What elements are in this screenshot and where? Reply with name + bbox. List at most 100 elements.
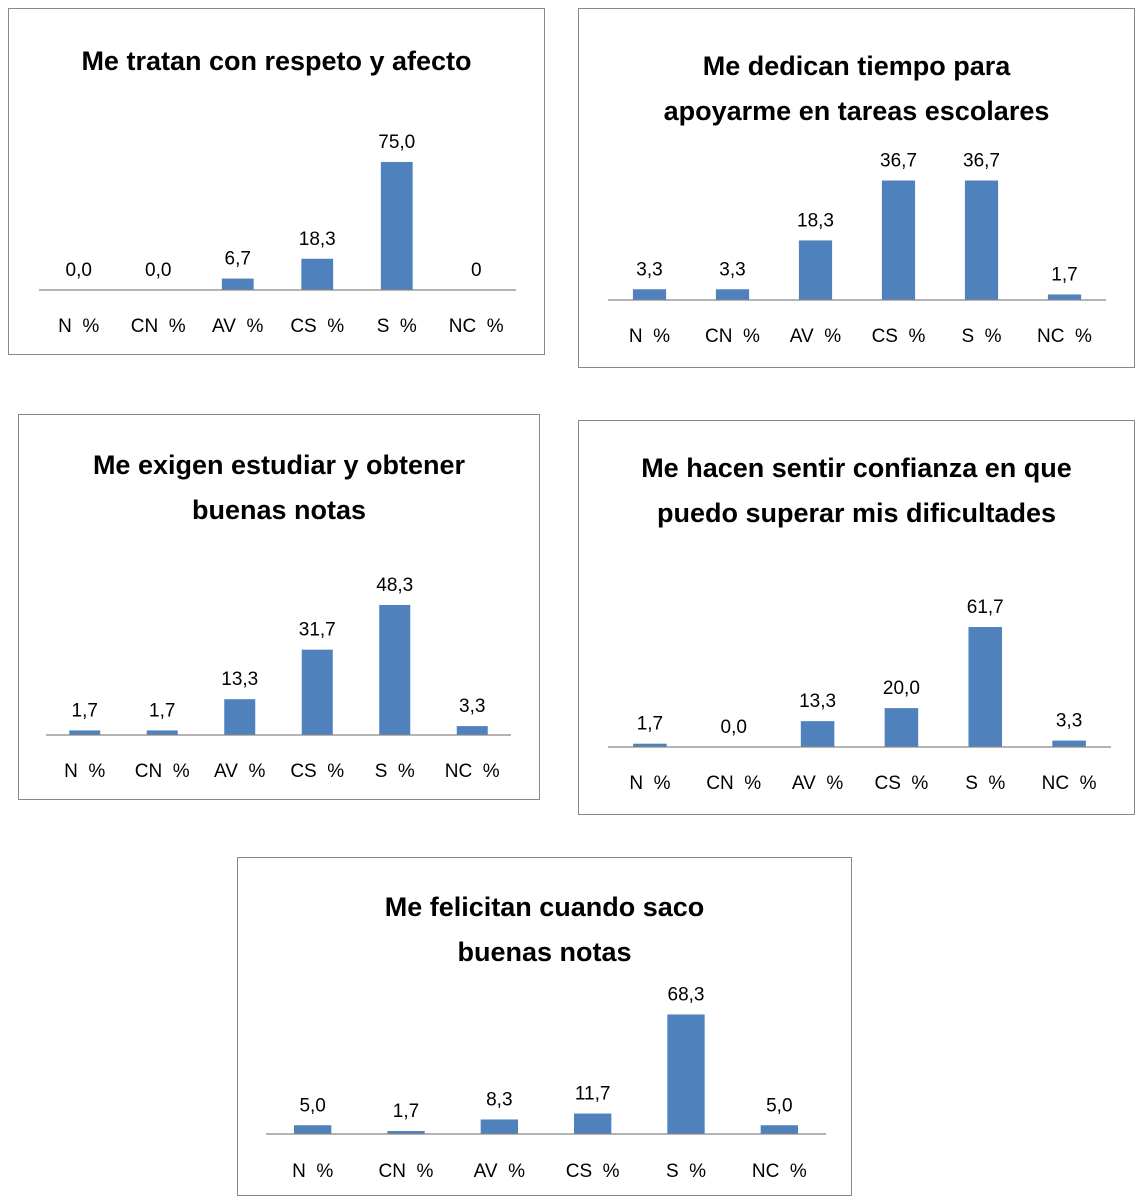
bar	[798, 240, 833, 300]
x-tick-label: NC %	[1037, 326, 1092, 347]
x-tick-label: NC %	[1042, 773, 1097, 794]
x-tick-label: CN %	[706, 773, 761, 794]
x-tick-label: N %	[58, 316, 99, 337]
data-label: 6,7	[225, 249, 251, 270]
chart: 3,3 N % 3,3 CN % 18,3 AV % 36,7 CS % 36,7 S % 1,7 N…	[608, 151, 1106, 347]
data-label: 1,7	[1051, 264, 1077, 285]
bar	[301, 649, 333, 735]
bar	[221, 278, 254, 290]
bar	[715, 289, 750, 300]
chart-title: Me felicitan cuando saco buenas notas	[384, 892, 705, 967]
data-label: 3,3	[719, 259, 745, 280]
chart-title: Me dedican tiempo para apoyarme en tarea…	[663, 51, 1050, 126]
chart-panel: Me hacen sentir confianza en que puedo s…	[578, 420, 1135, 815]
chart-panel: Me exigen estudiar y obtener buenas nota…	[18, 414, 540, 800]
x-tick-label: AV %	[792, 773, 843, 794]
bar	[667, 1014, 705, 1134]
x-tick-label: N %	[292, 1161, 333, 1182]
data-label: 68,3	[668, 984, 705, 1005]
x-tick-label: CS %	[290, 316, 344, 337]
x-tick-label: N %	[629, 773, 670, 794]
bar	[456, 726, 488, 735]
data-label: 0	[471, 260, 482, 281]
x-tick-label: CS %	[872, 326, 926, 347]
chart-panel: Me dedican tiempo para apoyarme en tarea…	[578, 8, 1135, 368]
x-tick-label: AV %	[474, 1161, 525, 1182]
data-label: 36,7	[963, 151, 1000, 172]
bar	[146, 730, 178, 735]
data-label: 31,7	[299, 620, 336, 641]
bar	[379, 604, 411, 735]
bar	[294, 1125, 332, 1134]
data-label: 1,7	[393, 1101, 419, 1122]
data-label: 18,3	[797, 210, 834, 231]
bar	[632, 289, 667, 300]
data-label: 3,3	[1056, 711, 1082, 732]
bar	[881, 180, 916, 300]
chart-panel: Me felicitan cuando saco buenas notas 5,0…	[237, 857, 852, 1196]
bar	[884, 708, 919, 747]
chart: 1,7 N % 1,7 CN % 13,3 AV % 31,7 CS % 48,3 S % 3,3 N…	[46, 575, 511, 782]
x-tick-label: AV %	[214, 761, 265, 782]
data-label: 5,0	[299, 1095, 325, 1116]
x-tick-label: CS %	[566, 1161, 620, 1182]
bar	[480, 1119, 518, 1134]
data-label: 48,3	[376, 575, 413, 596]
chart: 5,0 N % 1,7 CN % 8,3 AV % 11,7 CS % 68,3 S % 5,0 NC…	[266, 984, 826, 1182]
x-tick-label: S %	[965, 773, 1005, 794]
chart-title: Me tratan con respeto y afecto	[81, 46, 472, 76]
x-tick-label: N %	[64, 761, 105, 782]
data-label: 1,7	[149, 700, 175, 721]
bar	[633, 743, 667, 747]
x-tick-label: CN %	[379, 1161, 434, 1182]
data-label: 3,3	[459, 696, 485, 717]
data-label: 0,0	[721, 717, 747, 738]
data-label: 3,3	[636, 259, 662, 280]
x-tick-label: S %	[666, 1161, 706, 1182]
x-tick-label: NC %	[445, 761, 500, 782]
data-label: 1,7	[72, 700, 98, 721]
x-tick-label: CS %	[290, 761, 344, 782]
x-tick-label: CN %	[705, 326, 760, 347]
data-label: 5,0	[766, 1095, 792, 1116]
bar	[69, 730, 101, 735]
bar	[1047, 294, 1082, 300]
bar	[760, 1125, 798, 1134]
x-tick-label: AV %	[790, 326, 841, 347]
x-tick-label: S %	[377, 316, 417, 337]
x-tick-label: AV %	[212, 316, 263, 337]
bar	[964, 180, 999, 300]
chart-title: Me exigen estudiar y obtener buenas nota…	[92, 450, 466, 525]
data-label: 13,3	[221, 669, 258, 690]
chart-panel: Me tratan con respeto y afecto 0,0 N % 0,0 C…	[8, 8, 545, 355]
data-label: 0,0	[145, 260, 171, 281]
data-label: 13,3	[799, 691, 836, 712]
bar	[224, 699, 256, 735]
x-tick-label: CS %	[874, 773, 928, 794]
data-label: 18,3	[299, 229, 336, 250]
data-label: 8,3	[486, 1089, 512, 1110]
x-tick-label: NC %	[752, 1161, 807, 1182]
data-label: 75,0	[378, 132, 415, 153]
x-tick-label: NC %	[449, 316, 504, 337]
bar	[301, 258, 334, 290]
x-tick-label: CN %	[135, 761, 190, 782]
data-label: 61,7	[967, 597, 1004, 618]
chart: 0,0 N % 0,0 CN % 6,7 AV % 18,3 CS % 75,0 S % 0 NC %	[39, 132, 516, 337]
x-tick-label: S %	[375, 761, 415, 782]
data-label: 0,0	[66, 260, 92, 281]
bar	[800, 721, 835, 747]
bar	[387, 1131, 425, 1134]
x-tick-label: N %	[629, 326, 670, 347]
bar	[574, 1113, 612, 1134]
x-tick-label: CN %	[131, 316, 186, 337]
bar	[1052, 740, 1086, 747]
bar	[380, 161, 413, 290]
x-tick-label: S %	[961, 326, 1001, 347]
data-label: 1,7	[637, 714, 663, 735]
data-label: 36,7	[880, 151, 917, 172]
chart-title: Me hacen sentir confianza en que puedo s…	[641, 453, 1072, 528]
data-label: 20,0	[883, 678, 920, 699]
data-label: 11,7	[575, 1084, 611, 1105]
